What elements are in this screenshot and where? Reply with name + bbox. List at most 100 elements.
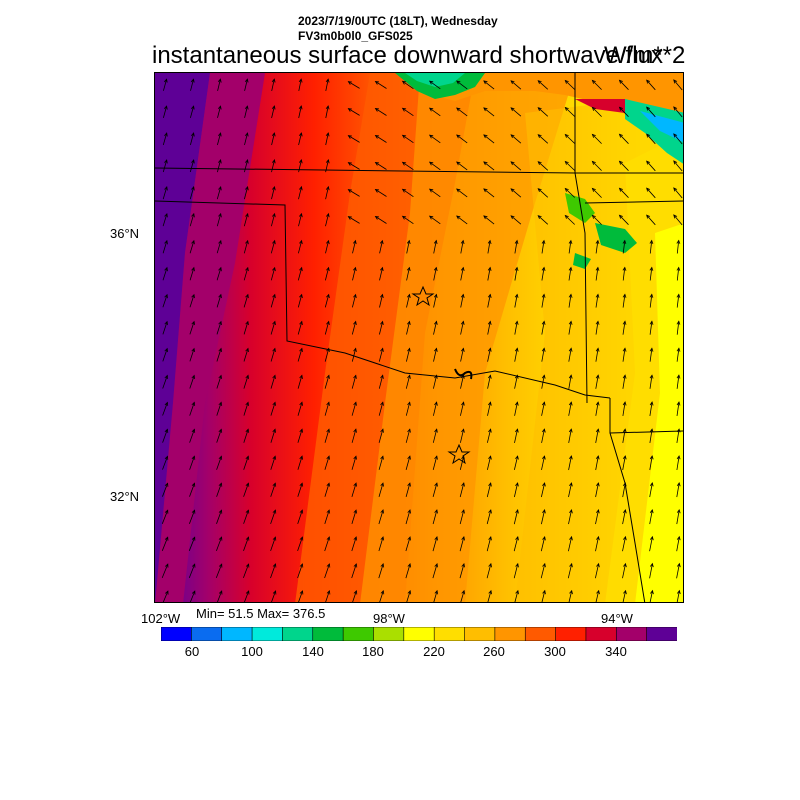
wind-arrow: [486, 509, 492, 525]
wind-arrow-head: [271, 158, 276, 164]
wind-arrow: [162, 321, 168, 335]
wind-arrow: [297, 348, 303, 362]
wind-arrow-head: [646, 187, 651, 192]
date-line: 2023/7/19/0UTC (18LT), Wednesday: [298, 14, 498, 28]
wind-arrow-head: [676, 401, 681, 406]
wind-arrow-head: [676, 455, 681, 460]
wind-arrow: [188, 537, 196, 551]
wind-arrow-head: [380, 347, 384, 352]
wind-arrow-head: [271, 132, 276, 137]
wind-arrow: [244, 159, 248, 173]
wind-arrow-head: [564, 160, 569, 165]
wind-arrow: [568, 294, 572, 308]
wind-arrow-head: [347, 108, 352, 112]
wind-arrow-head: [271, 78, 276, 83]
wind-arrow-head: [568, 401, 573, 406]
wind-arrow: [402, 107, 414, 117]
wind-arrow-head: [245, 374, 249, 379]
wind-arrow-head: [325, 78, 330, 83]
wind-arrow-head: [191, 590, 196, 595]
wind-arrow: [514, 375, 518, 389]
wind-arrow-head: [218, 455, 223, 460]
wind-arrow-head: [272, 455, 277, 460]
wind-arrow: [324, 536, 330, 552]
wind-arrow: [433, 348, 437, 362]
wind-arrow-head: [217, 159, 222, 164]
wind-arrow-head: [272, 536, 277, 541]
wind-arrow-head: [676, 428, 681, 433]
wind-arrow: [514, 348, 518, 362]
wind-arrow-head: [510, 107, 515, 112]
wind-arrow-head: [542, 589, 546, 595]
wind-arrow: [568, 455, 572, 471]
colorbar-swatch: [191, 627, 223, 641]
wind-arrow: [162, 375, 168, 389]
wind-arrow-head: [164, 78, 168, 83]
wind-arrow-head: [191, 536, 196, 541]
wind-arrow: [568, 536, 572, 552]
wind-arrow-head: [510, 161, 515, 166]
wind-arrow: [405, 402, 411, 416]
wind-arrow-head: [622, 508, 627, 514]
wind-arrow-head: [591, 214, 596, 219]
wind-arrow: [162, 240, 168, 254]
wind-arrow-head: [271, 186, 276, 191]
wind-arrow-head: [191, 159, 195, 164]
wind-arrow-head: [164, 105, 168, 110]
wind-arrow: [595, 482, 599, 498]
wind-arrow: [595, 240, 599, 254]
wind-arrow-head: [676, 509, 681, 514]
wind-arrow: [297, 294, 303, 308]
wind-arrow: [297, 321, 303, 335]
wind-arrow: [486, 563, 492, 579]
wind-arrow: [217, 590, 223, 602]
wind-arrow: [429, 188, 441, 198]
wind-arrow: [379, 294, 383, 308]
wind-arrow-head: [428, 80, 434, 85]
lat-label-36n: 36°N: [110, 226, 140, 241]
wind-arrow: [514, 267, 518, 281]
wind-arrow-head: [595, 320, 600, 325]
wind-arrow-head: [515, 536, 519, 541]
wind-arrow-head: [591, 160, 596, 165]
wind-arrow-head: [245, 563, 250, 568]
wind-arrow: [189, 321, 195, 335]
wind-arrow-head: [218, 401, 223, 406]
wind-arrow-head: [515, 482, 519, 487]
wind-arrow-head: [326, 428, 330, 433]
wind-arrow: [243, 213, 249, 227]
wind-arrow-head: [515, 508, 519, 514]
wind-arrow-head: [461, 563, 465, 568]
wind-arrow-head: [542, 535, 546, 541]
colorbar-swatch: [373, 627, 405, 641]
wind-arrow-head: [191, 212, 195, 218]
wind-arrow: [646, 106, 656, 118]
units-label: W/m**2: [604, 42, 686, 69]
wind-arrow-head: [542, 508, 546, 514]
wind-arrow-head: [272, 563, 277, 568]
wind-arrow: [298, 590, 303, 602]
wind-arrow-head: [191, 266, 195, 272]
wind-arrow-head: [407, 482, 411, 487]
wind-arrow: [513, 509, 519, 525]
wind-arrow: [244, 132, 248, 146]
wind-arrow: [433, 267, 437, 281]
wind-arrow: [460, 267, 464, 281]
wind-arrow: [676, 509, 680, 525]
wind-arrow: [432, 455, 438, 471]
wind-arrow-head: [326, 455, 330, 460]
wind-arrow: [483, 188, 495, 198]
wind-arrow: [405, 509, 411, 525]
wind-arrow-head: [596, 589, 600, 595]
cloud-cell-2: [595, 223, 637, 253]
border-oklahoma-arkansas: [574, 73, 588, 404]
wind-arrow-head: [514, 266, 519, 272]
wind-arrow: [243, 429, 249, 443]
wind-arrow: [429, 134, 441, 144]
wind-arrow: [271, 186, 275, 200]
wind-arrow: [406, 321, 410, 335]
wind-arrow: [351, 375, 357, 389]
wind-arrow-head: [618, 214, 623, 219]
colorbar-swatch: [555, 627, 587, 641]
wind-arrow: [298, 105, 302, 119]
